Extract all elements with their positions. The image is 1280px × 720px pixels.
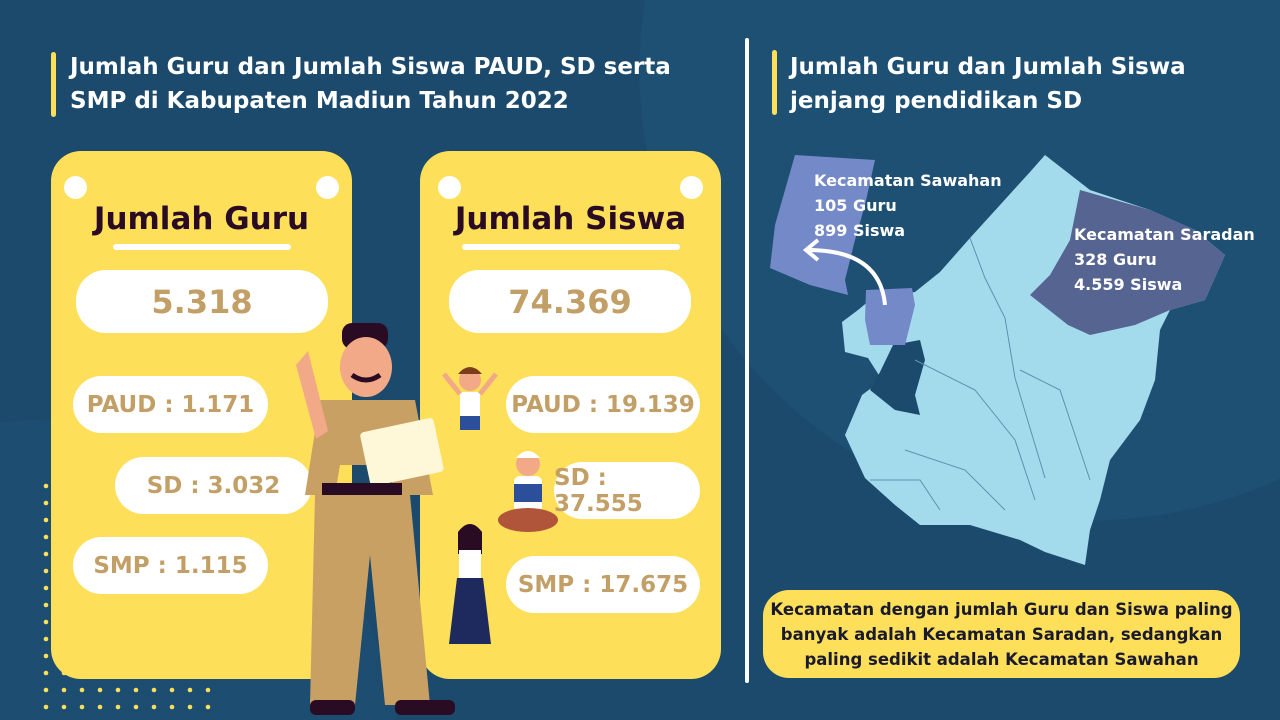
map-region-sawahan <box>865 288 915 345</box>
decor-dot <box>169 687 175 693</box>
teacher-illustration <box>296 323 455 715</box>
decor-dot <box>43 517 49 523</box>
card-hole <box>438 176 461 199</box>
guru-smp: SMP : 1.115 <box>73 537 268 594</box>
decor-dot <box>43 687 49 693</box>
card-hole <box>680 176 703 199</box>
guru-card-title: Jumlah Guru <box>93 201 310 237</box>
siswa-total: 74.369 <box>449 270 691 333</box>
map-region-sawahan-inset <box>770 155 875 295</box>
siswa-card-title: Jumlah Siswa <box>454 201 687 237</box>
decor-dot <box>43 619 49 625</box>
map-cutout <box>870 340 925 415</box>
decor-dot <box>205 704 211 710</box>
card-hole <box>316 176 339 199</box>
decor-dot <box>205 687 211 693</box>
decor-dot <box>61 687 67 693</box>
decor-dot <box>43 534 49 540</box>
title-accent-bar <box>772 50 777 115</box>
guru-total: 5.318 <box>76 270 328 333</box>
card-hole <box>64 176 87 199</box>
decor-dot <box>187 704 193 710</box>
title-underline <box>113 244 291 250</box>
siswa-smp: SMP : 17.675 <box>506 556 700 613</box>
saradan-label: Kecamatan Saradan 328 Guru 4.559 Siswa <box>1074 222 1255 297</box>
decor-dot <box>97 704 103 710</box>
title-accent-bar <box>51 52 56 117</box>
decor-dot <box>151 687 157 693</box>
decor-dot <box>115 704 121 710</box>
saradan-guru: 328 Guru <box>1074 250 1157 269</box>
decor-dot <box>79 687 85 693</box>
boy-student-illustration <box>442 367 498 430</box>
siswa-paud: PAUD : 19.139 <box>506 376 700 433</box>
map-region-saradan <box>1030 190 1225 335</box>
sawahan-name: Kecamatan Sawahan <box>814 171 1002 190</box>
reading-student-illustration <box>498 451 558 532</box>
decor-dot <box>43 636 49 642</box>
sawahan-guru: 105 Guru <box>814 196 897 215</box>
decor-dot <box>43 585 49 591</box>
decor-dot <box>43 602 49 608</box>
decor-dot <box>151 704 157 710</box>
left-title: Jumlah Guru dan Jumlah Siswa PAUD, SD se… <box>70 54 671 114</box>
guru-sd: SD : 3.032 <box>115 457 312 514</box>
guru-paud: PAUD : 1.171 <box>73 376 268 433</box>
decor-dot <box>43 670 49 676</box>
guru-card: Jumlah Guru 5.318 PAUD : 1.171 SD : 3.03… <box>51 151 352 679</box>
saradan-siswa: 4.559 Siswa <box>1074 275 1183 294</box>
decor-dot <box>43 704 49 710</box>
decor-dot <box>43 483 49 489</box>
decor-dot <box>133 704 139 710</box>
district-borders <box>870 237 1091 511</box>
map-arrow <box>807 248 887 306</box>
decor-dot <box>43 568 49 574</box>
decor-dot <box>133 687 139 693</box>
decor-dot <box>187 687 193 693</box>
title-underline <box>462 244 680 250</box>
sawahan-siswa: 899 Siswa <box>814 221 906 240</box>
right-title: Jumlah Guru dan Jumlah Siswa jenjang pen… <box>790 54 1186 114</box>
decor-dot <box>115 687 121 693</box>
sawahan-label: Kecamatan Sawahan 105 Guru 899 Siswa <box>814 168 1002 243</box>
decor-dot <box>43 500 49 506</box>
decor-dot <box>43 551 49 557</box>
decor-dot <box>43 653 49 659</box>
summary-note: Kecamatan dengan jumlah Guru dan Siswa p… <box>763 590 1240 678</box>
decor-dot <box>79 704 85 710</box>
arrow-head-icon <box>802 238 820 262</box>
divider <box>745 38 749 683</box>
girl-student-illustration <box>449 524 491 644</box>
saradan-name: Kecamatan Saradan <box>1074 225 1255 244</box>
decor-dot <box>169 704 175 710</box>
decor-dot <box>61 704 67 710</box>
decor-dot <box>97 687 103 693</box>
siswa-sd: SD : 37.555 <box>554 462 700 519</box>
